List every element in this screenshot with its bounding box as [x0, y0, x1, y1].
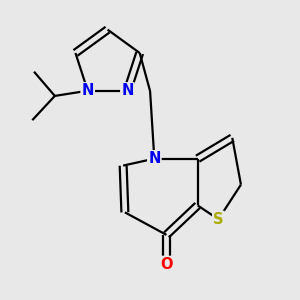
Text: N: N: [148, 151, 160, 166]
Text: O: O: [160, 257, 173, 272]
Text: N: N: [121, 83, 134, 98]
Text: N: N: [82, 83, 94, 98]
Text: S: S: [213, 212, 224, 227]
